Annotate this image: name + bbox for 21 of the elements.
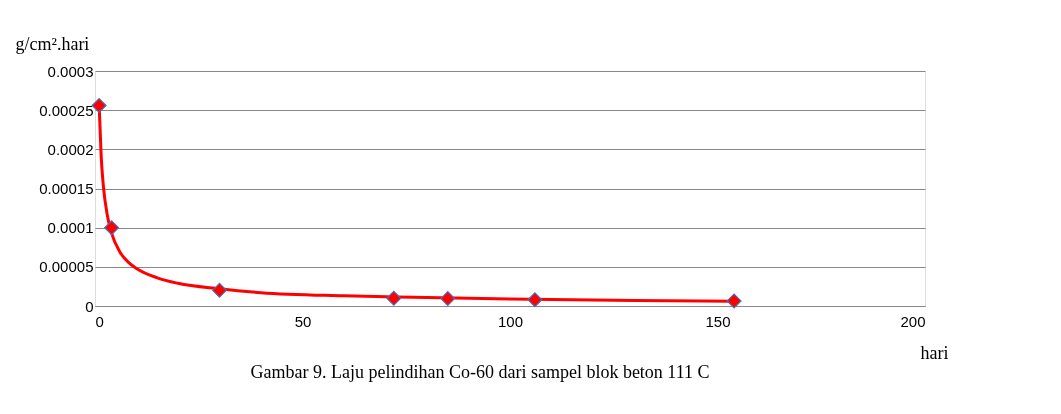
- x-tick-label: 50: [294, 312, 312, 330]
- x-tick-label: 200: [900, 312, 926, 330]
- point: [527, 292, 543, 308]
- y-tick-label: 0.00025: [39, 101, 94, 119]
- text: Gambar 9. Laju pelindihan Co-60 dari sampel blok beton 111 C: [250, 362, 710, 382]
- point: [386, 290, 402, 306]
- y-tick-label: 0.00005: [39, 258, 94, 276]
- x-tick-label: 150: [705, 312, 731, 330]
- x-tick-label: 100: [497, 312, 524, 330]
- y-tick-label: 0: [85, 297, 94, 315]
- y-tick-label: 0.0002: [47, 140, 94, 158]
- point: [212, 282, 227, 298]
- point: [104, 220, 120, 236]
- y-axis-title: g/cm².hari: [15, 33, 90, 54]
- y-tick-label: 0.00015: [39, 180, 94, 197]
- x-axis-title: hari: [920, 342, 949, 363]
- y-tick-label: 0.0001: [47, 219, 94, 237]
- y-tick-label: 0.0003: [47, 62, 94, 80]
- point: [440, 291, 456, 307]
- point: [726, 293, 742, 309]
- point: [91, 97, 107, 113]
